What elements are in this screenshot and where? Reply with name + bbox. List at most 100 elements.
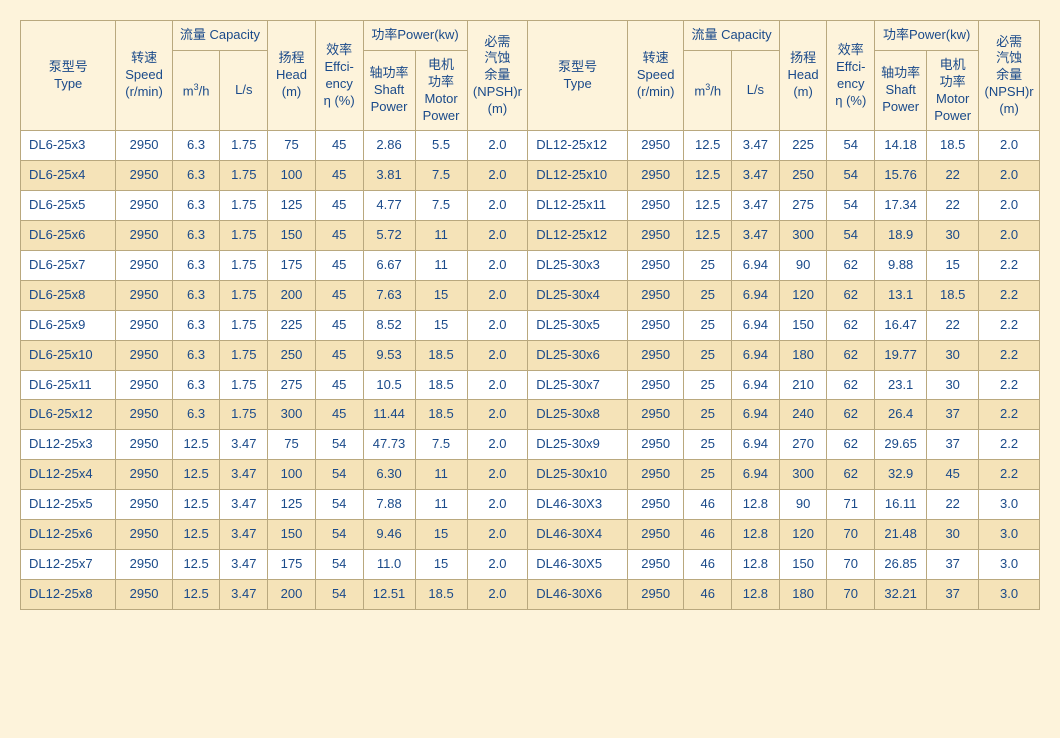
cell: 18.5 (415, 579, 467, 609)
cell: 25 (684, 460, 732, 490)
cell: 1.75 (220, 131, 268, 161)
cell: DL6-25x9 (21, 310, 116, 340)
cell: 180 (779, 340, 827, 370)
table-row: DL6-25x629506.31.75150455.72112.0DL12-25… (21, 221, 1040, 251)
cell: 7.88 (363, 490, 415, 520)
cell: 46 (684, 520, 732, 550)
cell: 11 (415, 251, 467, 281)
hdr-m3h-2: m3/h (684, 50, 732, 131)
cell: 32.9 (875, 460, 927, 490)
cell: 15 (415, 549, 467, 579)
cell: 7.63 (363, 280, 415, 310)
cell: 54 (315, 430, 363, 460)
cell: 1.75 (220, 251, 268, 281)
cell: 225 (268, 310, 316, 340)
cell: 2950 (628, 549, 684, 579)
cell: DL25-30x6 (528, 340, 628, 370)
cell: 6.94 (732, 280, 780, 310)
cell: 45 (315, 400, 363, 430)
cell: DL12-25x10 (528, 161, 628, 191)
cell: 175 (268, 251, 316, 281)
cell: 2950 (628, 310, 684, 340)
cell: 3.0 (979, 579, 1040, 609)
cell: 25 (684, 310, 732, 340)
cell: 2950 (628, 579, 684, 609)
cell: 21.48 (875, 520, 927, 550)
hdr-npsh: 必需汽蚀余量(NPSH)r(m) (467, 21, 528, 131)
cell: 6.3 (172, 131, 220, 161)
cell: 2.0 (979, 191, 1040, 221)
hdr-shaft-2: 轴功率ShaftPower (875, 50, 927, 131)
cell: 275 (779, 191, 827, 221)
cell: DL25-30x8 (528, 400, 628, 430)
cell: 2950 (628, 191, 684, 221)
cell: DL12-25x5 (21, 490, 116, 520)
cell: 12.5 (172, 430, 220, 460)
cell: 12.5 (172, 460, 220, 490)
hdr-motor: 电机功率MotorPower (415, 50, 467, 131)
cell: DL12-25x8 (21, 579, 116, 609)
cell: 2.2 (979, 280, 1040, 310)
cell: 6.3 (172, 310, 220, 340)
cell: 62 (827, 340, 875, 370)
hdr-capacity: 流量 Capacity (172, 21, 267, 51)
cell: DL25-30x7 (528, 370, 628, 400)
table-header: 泵型号Type 转速Speed(r/min) 流量 Capacity 扬程Hea… (21, 21, 1040, 131)
cell: 2.0 (467, 191, 528, 221)
cell: 71 (827, 490, 875, 520)
cell: 54 (827, 131, 875, 161)
cell: 2.2 (979, 460, 1040, 490)
cell: 2950 (628, 490, 684, 520)
cell: 54 (315, 460, 363, 490)
cell: 25 (684, 280, 732, 310)
cell: 2.0 (467, 340, 528, 370)
cell: 6.94 (732, 400, 780, 430)
cell: 15.76 (875, 161, 927, 191)
cell: DL25-30x9 (528, 430, 628, 460)
cell: 2.0 (467, 280, 528, 310)
cell: 30 (927, 221, 979, 251)
cell: 15 (415, 310, 467, 340)
cell: 6.94 (732, 310, 780, 340)
cell: 45 (315, 251, 363, 281)
table-row: DL6-25x429506.31.75100453.817.52.0DL12-2… (21, 161, 1040, 191)
table-row: DL12-25x8295012.53.472005412.5118.52.0DL… (21, 579, 1040, 609)
cell: 15 (415, 280, 467, 310)
cell: 2950 (116, 340, 172, 370)
cell: 26.4 (875, 400, 927, 430)
cell: 46 (684, 549, 732, 579)
cell: 6.94 (732, 430, 780, 460)
cell: 2.0 (467, 310, 528, 340)
cell: 2.2 (979, 251, 1040, 281)
cell: 12.5 (172, 520, 220, 550)
cell: 46 (684, 490, 732, 520)
cell: 150 (268, 520, 316, 550)
cell: 2950 (628, 251, 684, 281)
cell: 1.75 (220, 191, 268, 221)
cell: 250 (779, 161, 827, 191)
cell: 2.0 (467, 430, 528, 460)
cell: 2.0 (467, 221, 528, 251)
table-row: DL6-25x529506.31.75125454.777.52.0DL12-2… (21, 191, 1040, 221)
cell: 2.0 (979, 131, 1040, 161)
cell: 6.94 (732, 370, 780, 400)
cell: 6.3 (172, 370, 220, 400)
cell: 210 (779, 370, 827, 400)
cell: 2.0 (467, 161, 528, 191)
cell: 18.5 (415, 340, 467, 370)
cell: 3.47 (220, 579, 268, 609)
cell: DL12-25x7 (21, 549, 116, 579)
cell: 37 (927, 579, 979, 609)
cell: 11 (415, 221, 467, 251)
cell: 12.5 (172, 579, 220, 609)
cell: DL12-25x4 (21, 460, 116, 490)
table-row: DL6-25x929506.31.75225458.52152.0DL25-30… (21, 310, 1040, 340)
cell: DL46-30X4 (528, 520, 628, 550)
cell: 70 (827, 520, 875, 550)
cell: DL12-25x12 (528, 131, 628, 161)
cell: DL12-25x6 (21, 520, 116, 550)
table-row: DL6-25x1229506.31.753004511.4418.52.0DL2… (21, 400, 1040, 430)
cell: 2.2 (979, 370, 1040, 400)
cell: 2950 (116, 161, 172, 191)
cell: 6.3 (172, 340, 220, 370)
